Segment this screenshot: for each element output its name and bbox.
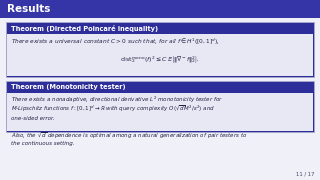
Text: 11 / 17: 11 / 17 xyxy=(297,172,315,177)
Text: There exists a universal constant $C > 0$ such that, for all $f \in H^1([0,1]^d): There exists a universal constant $C > 0… xyxy=(11,37,220,47)
Text: $M$-Lipschitz functions $f:[0,1]^d \to \mathbb{R}$ with query complexity $O(\sqr: $M$-Lipschitz functions $f:[0,1]^d \to \… xyxy=(11,104,215,114)
Text: $\mathrm{dist}_2^{\mathrm{mono}}(f)^2 \leq C\,\mathbb{E}\left[\|\nabla^- f\|_2^2: $\mathrm{dist}_2^{\mathrm{mono}}(f)^2 \l… xyxy=(120,55,200,65)
FancyBboxPatch shape xyxy=(7,23,313,34)
FancyBboxPatch shape xyxy=(0,0,320,18)
Text: Results: Results xyxy=(7,4,50,14)
Text: Also, the $\sqrt{d}$ dependence is optimal among a natural generalization of pai: Also, the $\sqrt{d}$ dependence is optim… xyxy=(11,131,247,141)
FancyBboxPatch shape xyxy=(6,22,314,77)
FancyBboxPatch shape xyxy=(6,81,314,132)
Text: the continuous setting.: the continuous setting. xyxy=(11,141,75,147)
FancyBboxPatch shape xyxy=(7,34,313,76)
Text: one-sided error.: one-sided error. xyxy=(11,116,54,120)
Text: Theorem (Directed Poincaré inequality): Theorem (Directed Poincaré inequality) xyxy=(11,25,158,32)
Text: Theorem (Monotonicity tester): Theorem (Monotonicity tester) xyxy=(11,84,126,91)
FancyBboxPatch shape xyxy=(7,93,313,131)
FancyBboxPatch shape xyxy=(7,82,313,93)
Text: There exists a nonadaptive, directional derivative $L^2$ monotonicity tester for: There exists a nonadaptive, directional … xyxy=(11,95,223,105)
